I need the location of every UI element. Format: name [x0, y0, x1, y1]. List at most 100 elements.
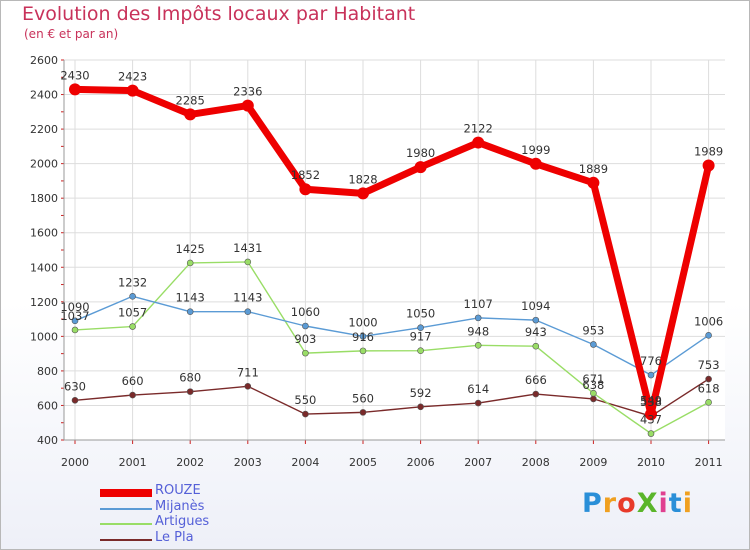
point-le-pla-2009	[590, 395, 597, 403]
data-label-rouze-2000: 2430	[60, 68, 89, 82]
legend-label-artigues: Artigues	[155, 514, 210, 529]
data-label-le-pla-2008: 666	[525, 373, 547, 387]
point-le-pla-2007	[474, 399, 482, 407]
data-label-artigues-2006: 917	[410, 330, 432, 344]
point-mijan-s-2000	[71, 317, 79, 325]
x-tick-label-2007: 2007	[464, 456, 492, 469]
series-line-le-pla	[74, 378, 710, 417]
data-label-le-pla-2004: 550	[294, 393, 316, 407]
point-rouze-2010	[645, 408, 657, 421]
chart-subtitle: (en € et par an)	[24, 27, 119, 41]
y-tick-label-2400: 2400	[30, 89, 58, 102]
data-label-rouze-2003: 2336	[233, 85, 262, 99]
y-tick-label-400: 400	[37, 434, 58, 447]
point-artigues-2001	[129, 323, 136, 330]
data-label-mijan-s-2004: 1060	[291, 305, 320, 319]
data-label-rouze-2004: 1852	[291, 168, 320, 182]
data-label-artigues-2005: 916	[352, 330, 374, 344]
point-artigues-2007	[474, 342, 482, 349]
point-artigues-2002	[186, 259, 194, 267]
y-tick-label-1200: 1200	[30, 296, 58, 309]
y-tick-label-2200: 2200	[30, 123, 58, 136]
point-artigues-2010	[647, 430, 655, 437]
legend-label-le-pla: Le Pla	[155, 530, 194, 545]
data-label-le-pla-2010: 538	[640, 395, 662, 409]
point-mijan-s-2010	[647, 371, 655, 379]
data-label-artigues-2003: 1431	[233, 241, 262, 255]
data-label-mijan-s-2009: 953	[582, 323, 604, 337]
data-label-mijan-s-2006: 1050	[406, 307, 435, 321]
data-label-rouze-2010: 549	[640, 393, 662, 407]
data-label-mijan-s-2003: 1143	[233, 291, 262, 305]
x-tick-label-2006: 2006	[407, 456, 435, 469]
data-label-rouze-2007: 2122	[464, 122, 493, 136]
legend-swatch-mijanes	[100, 508, 152, 510]
logo-letter: o	[617, 488, 637, 519]
logo-letter: i	[658, 488, 669, 519]
data-label-le-pla-2009: 638	[582, 378, 604, 392]
data-label-artigues-2000: 1037	[60, 309, 89, 323]
x-tick-label-2010: 2010	[637, 456, 665, 469]
point-rouze-2001	[126, 84, 139, 97]
point-le-pla-2002	[186, 388, 194, 395]
data-label-le-pla-2002: 680	[179, 371, 201, 385]
x-tick-label-2008: 2008	[522, 456, 550, 469]
point-mijan-s-2003	[244, 308, 252, 315]
point-mijan-s-2002	[186, 308, 194, 315]
data-label-mijan-s-2011: 1006	[694, 314, 723, 328]
data-label-mijan-s-2005: 1000	[348, 315, 377, 329]
x-tick-label-2009: 2009	[579, 456, 607, 469]
logo-letter: r	[602, 488, 618, 519]
x-tick-label-2002: 2002	[176, 456, 204, 469]
y-tick-label-1600: 1600	[30, 227, 58, 240]
x-tick-label-2000: 2000	[61, 456, 89, 469]
data-label-mijan-s-2008: 1094	[521, 299, 550, 313]
x-tick-label-2001: 2001	[119, 456, 147, 469]
y-tick-label-2600: 2600	[30, 54, 58, 67]
point-mijan-s-2006	[417, 324, 424, 332]
data-label-mijan-s-2010: 776	[640, 354, 662, 368]
data-label-artigues-2001: 1057	[118, 306, 147, 320]
data-label-le-pla-2000: 630	[64, 379, 86, 393]
y-tick-label-1400: 1400	[30, 261, 58, 274]
point-mijan-s-2001	[129, 292, 136, 300]
data-label-mijan-s-2007: 1107	[464, 297, 493, 311]
point-rouze-2009	[587, 176, 600, 189]
data-label-artigues-2004: 903	[294, 332, 316, 346]
data-label-rouze-2001: 2423	[118, 70, 147, 84]
point-le-pla-2008	[532, 390, 540, 398]
point-rouze-2003	[241, 99, 254, 112]
point-rouze-2006	[414, 161, 427, 174]
point-mijan-s-2004	[302, 322, 309, 330]
data-label-le-pla-2007: 614	[467, 382, 489, 396]
data-label-artigues-2010: 437	[640, 413, 662, 427]
point-rouze-2000	[69, 83, 81, 96]
point-le-pla-2006	[417, 403, 424, 411]
point-rouze-2007	[472, 136, 485, 149]
data-label-rouze-2002: 2285	[176, 93, 205, 107]
point-rouze-2004	[299, 183, 312, 196]
point-artigues-2005	[359, 347, 367, 355]
point-mijan-s-2007	[474, 314, 482, 322]
point-artigues-2009	[590, 389, 597, 397]
point-le-pla-2011	[705, 375, 712, 383]
y-tick-label-1000: 1000	[30, 330, 58, 343]
legend-label-mijanes: Mijanès	[155, 499, 205, 514]
point-artigues-2008	[532, 342, 540, 350]
point-le-pla-2000	[71, 396, 79, 404]
data-label-rouze-2009: 1889	[579, 162, 608, 176]
point-rouze-2002	[184, 108, 197, 121]
data-label-rouze-2006: 1980	[406, 146, 435, 160]
series-line-artigues	[74, 261, 710, 435]
point-rouze-2011	[702, 159, 715, 172]
legend-swatch-artigues	[100, 523, 152, 525]
x-tick-label-2003: 2003	[234, 456, 262, 469]
data-label-artigues-2008: 943	[525, 325, 547, 339]
data-label-le-pla-2001: 660	[122, 374, 144, 388]
data-label-le-pla-2003: 711	[237, 365, 259, 379]
point-artigues-2004	[302, 349, 309, 357]
data-label-artigues-2011: 618	[698, 381, 720, 395]
logo-letter: i	[682, 488, 693, 519]
data-label-mijan-s-2001: 1232	[118, 275, 147, 289]
point-le-pla-2005	[359, 409, 367, 416]
